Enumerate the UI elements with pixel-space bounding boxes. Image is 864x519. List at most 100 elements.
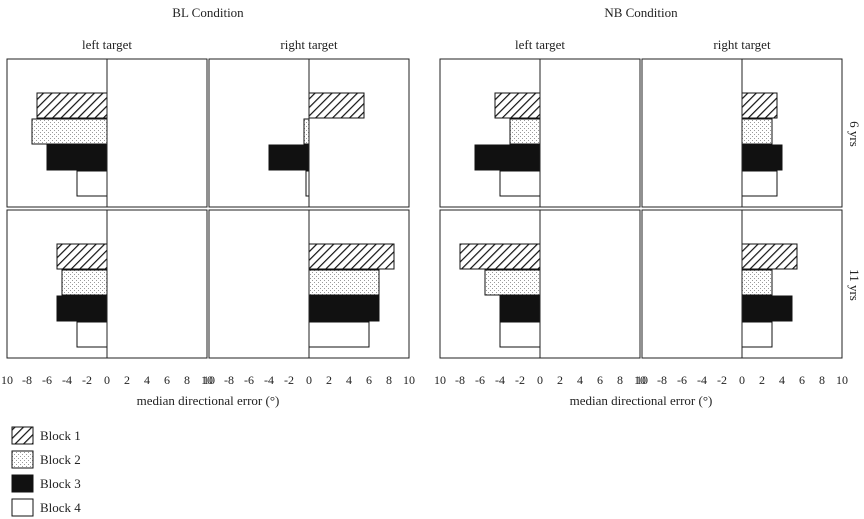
x-tick-label: 0 <box>104 373 110 387</box>
age-label-11yrs: 11 yrs <box>847 269 862 301</box>
bar-block1 <box>56 243 108 270</box>
x-tick-label: 10 <box>203 373 215 387</box>
x-tick-label: 8 <box>617 373 623 387</box>
x-tick-label: 4 <box>577 373 583 387</box>
bar-block3 <box>741 295 793 322</box>
panel-2 <box>6 209 208 359</box>
x-tick-label: 10 <box>201 373 213 387</box>
bar-block2 <box>308 269 380 296</box>
panel-3 <box>208 209 410 359</box>
bar-block4 <box>499 170 541 197</box>
x-tick-label: -8 <box>657 373 667 387</box>
legend-swatch-block2 <box>11 450 34 469</box>
legend-label-block4: Block 4 <box>40 500 81 515</box>
x-tick-label: 8 <box>386 373 392 387</box>
bar-block2 <box>741 118 773 145</box>
x-tick-label: 4 <box>779 373 785 387</box>
legend: Block 1 Block 2 Block 3 Block 4 <box>11 426 81 517</box>
bar-block2 <box>31 118 108 145</box>
bar-block3 <box>268 144 310 171</box>
x-tick-label: -6 <box>244 373 254 387</box>
bar-block1 <box>741 92 778 119</box>
bar-block4 <box>499 321 541 348</box>
panel-grid <box>6 58 843 359</box>
x-tick-label: 8 <box>184 373 190 387</box>
age-label-6yrs: 6 yrs <box>847 121 862 147</box>
panel-5 <box>641 58 843 208</box>
x-tick-label: 10 <box>403 373 415 387</box>
bl-left-target-label: left target <box>82 37 132 52</box>
bar-block4 <box>308 321 370 348</box>
bar-block3 <box>308 295 380 322</box>
x-tick-label: 10 <box>634 373 646 387</box>
x-tick-label: 10 <box>434 373 446 387</box>
legend-swatch-block4 <box>11 498 34 517</box>
x-tick-label: 0 <box>739 373 745 387</box>
x-tick-label: 10 <box>1 373 13 387</box>
bar-block3 <box>474 144 541 171</box>
x-tick-label: -8 <box>455 373 465 387</box>
x-tick-label: 0 <box>306 373 312 387</box>
bar-block2 <box>509 118 541 145</box>
x-tick-label: -4 <box>62 373 72 387</box>
bar-block2 <box>61 269 108 296</box>
panel-1 <box>208 58 410 208</box>
x-tick-label: 2 <box>759 373 765 387</box>
x-tick-label: 10 <box>836 373 848 387</box>
x-tick-label: 8 <box>819 373 825 387</box>
legend-swatch-block3 <box>11 474 34 493</box>
bl-right-target-label: right target <box>280 37 338 52</box>
bl-condition-title: BL Condition <box>172 5 244 20</box>
bar-block4 <box>76 170 108 197</box>
nb-condition-title: NB Condition <box>604 5 678 20</box>
x-tick-label: -8 <box>22 373 32 387</box>
nb-x-axis-label: median directional error (°) <box>570 393 713 408</box>
bar-block2 <box>741 269 773 296</box>
x-tick-label: -4 <box>264 373 274 387</box>
x-tick-label: 4 <box>346 373 352 387</box>
panel-0 <box>6 58 208 208</box>
bar-block2 <box>303 118 310 145</box>
x-tick-label: 6 <box>799 373 805 387</box>
bar-block1 <box>36 92 108 119</box>
bar-block3 <box>46 144 108 171</box>
x-tick-label: 2 <box>326 373 332 387</box>
panel-6 <box>439 209 641 359</box>
x-tick-label: -2 <box>284 373 294 387</box>
x-tick-label: 4 <box>144 373 150 387</box>
bar-block1 <box>494 92 541 119</box>
bar-block1 <box>308 92 365 119</box>
x-tick-label: -6 <box>475 373 485 387</box>
legend-label-block3: Block 3 <box>40 476 81 491</box>
x-tick-label: 6 <box>164 373 170 387</box>
bar-block3 <box>499 295 541 322</box>
x-tick-label: -2 <box>717 373 727 387</box>
x-tick-label: 2 <box>557 373 563 387</box>
x-tick-label: -8 <box>224 373 234 387</box>
bar-block1 <box>459 243 541 270</box>
x-tick-label: 6 <box>597 373 603 387</box>
x-tick-label: 6 <box>366 373 372 387</box>
bar-block1 <box>308 243 395 270</box>
legend-swatch-block1 <box>11 426 34 445</box>
legend-label-block1: Block 1 <box>40 428 81 443</box>
x-tick-label: 2 <box>124 373 130 387</box>
nb-right-target-label: right target <box>713 37 771 52</box>
x-tick-label: 10 <box>636 373 648 387</box>
x-tick-label: -6 <box>42 373 52 387</box>
x-tick-label: -4 <box>495 373 505 387</box>
x-tick-label: -4 <box>697 373 707 387</box>
x-tick-label: 0 <box>537 373 543 387</box>
bl-x-axis-label: median directional error (°) <box>137 393 280 408</box>
bar-block2 <box>484 269 541 296</box>
bar-block4 <box>741 170 778 197</box>
x-tick-label: -2 <box>82 373 92 387</box>
bar-block1 <box>741 243 798 270</box>
panel-4 <box>439 58 641 208</box>
bar-block4 <box>76 321 108 348</box>
nb-left-target-label: left target <box>515 37 565 52</box>
bar-block4 <box>741 321 773 348</box>
bar-block3 <box>56 295 108 322</box>
